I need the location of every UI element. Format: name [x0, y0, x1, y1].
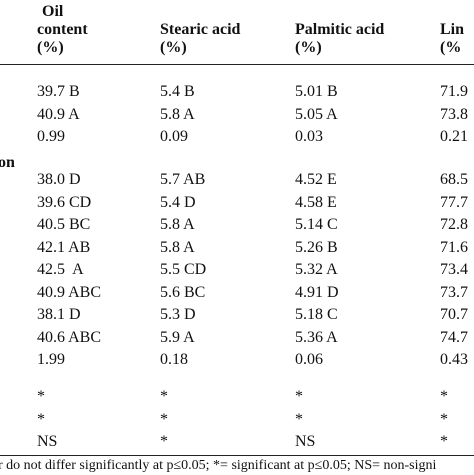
rule — [0, 64, 474, 65]
column-header: (%) — [295, 39, 322, 56]
table-cell: * — [37, 388, 45, 405]
table-cell: 5.18 C — [295, 306, 338, 323]
table-cell: 5.14 C — [295, 216, 338, 233]
table-cell: 0.21 — [440, 128, 468, 145]
table-cell: 5.4 D — [160, 193, 196, 211]
table-cell: * — [160, 410, 168, 428]
table-cell: * — [440, 433, 448, 450]
table-cell: 1.99 — [37, 351, 65, 368]
table-cell: 5.8 A — [160, 216, 195, 233]
table-cell: * — [295, 388, 303, 405]
table-cell: 5.01 B — [295, 83, 338, 100]
table-cell: 5.32 A — [295, 261, 338, 278]
table-cell: 39.6 CD — [37, 193, 92, 211]
table-cell: 38.1 D — [37, 306, 81, 323]
table-cell: 40.9 ABC — [37, 283, 102, 301]
table-cell: * — [440, 410, 448, 428]
column-header: Palmitic acid — [295, 21, 385, 38]
table-cell: NS — [295, 433, 316, 450]
table-cell: NS — [37, 433, 58, 450]
column-header: (%) — [37, 39, 64, 56]
table-cell: 0.99 — [37, 128, 65, 145]
table-cell: 5.9 A — [160, 328, 195, 346]
table-cell: 5.8 A — [160, 105, 195, 123]
column-header: Oil — [42, 3, 64, 20]
table-cell: 73.4 — [440, 261, 468, 278]
column-header: Stearic acid — [160, 21, 241, 38]
table-cell: * — [37, 410, 45, 428]
table-cell: 71.9 — [440, 83, 468, 100]
table-cell: * — [295, 410, 303, 428]
table-cell: 73.7 — [440, 283, 468, 301]
table-cell: 74.7 — [440, 328, 468, 346]
table-cell: 42.1 AB — [37, 238, 91, 256]
table-cell: 5.05 A — [295, 105, 338, 123]
table-cell: 5.4 B — [160, 83, 195, 100]
column-header: (% — [440, 39, 462, 56]
table-cell: * — [160, 388, 168, 405]
table-cell: 0.18 — [160, 351, 188, 368]
table-cell: 42.5 A — [37, 261, 84, 278]
table-cell: 0.03 — [295, 128, 323, 145]
table-cell: 39.7 B — [37, 83, 80, 100]
table-cell: 40.9 A — [37, 105, 80, 123]
table-cell: 73.8 — [440, 105, 468, 123]
section-label: on — [0, 154, 15, 171]
table-cell: 4.58 E — [295, 193, 337, 211]
table-cell: 5.26 B — [295, 238, 338, 256]
table-cell: 5.36 A — [295, 328, 338, 346]
footnote: r do not differ significantly at p≤0.05;… — [0, 458, 437, 473]
column-header: Lin — [440, 21, 465, 38]
table-cell: * — [160, 433, 168, 450]
table-cell: 40.6 ABC — [37, 328, 102, 346]
table-cell: 5.5 CD — [160, 261, 207, 278]
table-cell: 38.0 D — [37, 171, 81, 188]
column-header: (%) — [160, 39, 187, 56]
table-cell: 4.52 E — [295, 171, 337, 188]
table-cell: 5.3 D — [160, 306, 196, 323]
table-cell: 72.8 — [440, 216, 468, 233]
table-cell: 5.7 AB — [160, 171, 206, 188]
table-cell: 70.7 — [440, 306, 468, 323]
table-cell: 5.8 A — [160, 238, 195, 256]
table-cell: 0.43 — [440, 351, 468, 368]
table-cell: 40.5 BC — [37, 216, 91, 233]
table-cell: 68.5 — [440, 171, 468, 188]
table-cell: 71.6 — [440, 238, 468, 256]
rule — [0, 455, 474, 456]
table-cell: 0.06 — [295, 351, 323, 368]
table-cell: 5.6 BC — [160, 283, 206, 301]
table-cell: 4.91 D — [295, 283, 339, 301]
table-cell: 0.09 — [160, 128, 188, 145]
table-cell: 77.7 — [440, 193, 468, 211]
table-cell: * — [440, 388, 448, 405]
column-header: content — [37, 21, 88, 38]
